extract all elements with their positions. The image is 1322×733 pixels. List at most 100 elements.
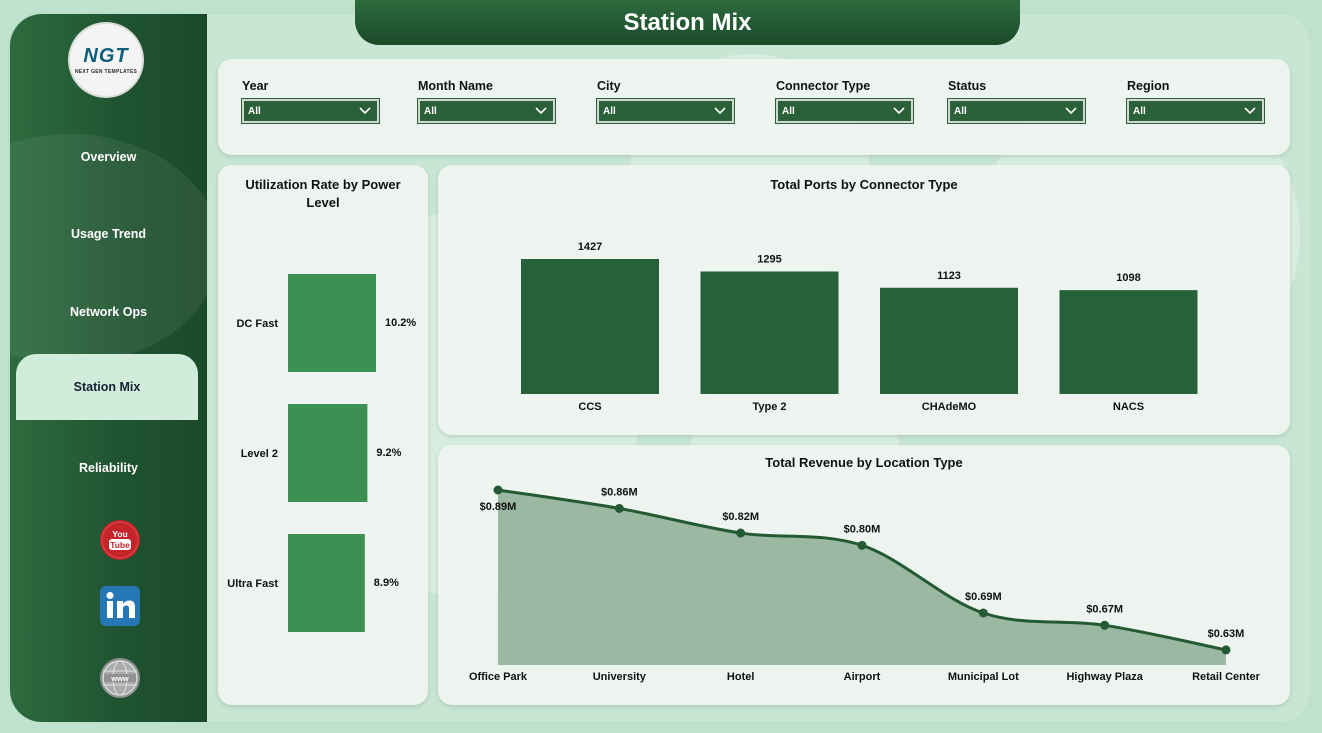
globe-icon[interactable]: www	[99, 657, 141, 699]
category-label: Hotel	[727, 671, 755, 683]
data-label: 1295	[757, 253, 781, 265]
chevron-down-icon	[535, 107, 547, 115]
chevron-down-icon	[1244, 107, 1256, 115]
sidebar-item-usage-trend[interactable]: Usage Trend	[70, 227, 147, 241]
city-dropdown[interactable]: All	[596, 98, 735, 124]
revenue-panel: Total Revenue by Location Type $0.89M Off…	[438, 445, 1290, 705]
revenue-area	[498, 490, 1226, 665]
revenue-point	[857, 540, 867, 550]
sidebar-item-reliability[interactable]: Reliability	[78, 461, 139, 475]
filter-panel: Year All Month Name All City All Connect…	[218, 59, 1290, 155]
data-label: 1123	[937, 270, 961, 282]
filter-region: Region All	[1126, 79, 1265, 124]
revenue-point	[1100, 620, 1110, 630]
status-dropdown[interactable]: All	[947, 98, 1086, 124]
dropdown-value: All	[1133, 105, 1146, 117]
data-label: $0.63M	[1208, 628, 1245, 640]
youtube-icon[interactable]: You Tube	[99, 519, 141, 561]
data-label: $0.80M	[844, 523, 881, 535]
category-label: DC Fast	[236, 318, 278, 330]
linkedin-icon[interactable]	[99, 585, 141, 627]
revenue-point	[1221, 645, 1231, 655]
filter-month-name: Month Name All	[417, 79, 556, 124]
category-label: Municipal Lot	[948, 671, 1019, 683]
revenue-point	[978, 608, 988, 618]
sidebar-item-station-mix[interactable]: Station Mix	[16, 354, 198, 420]
filter-label: Year	[242, 79, 269, 93]
revenue-chart-title: Total Revenue by Location Type	[765, 455, 963, 470]
category-label: Retail Center	[1192, 671, 1261, 683]
category-label: Highway Plaza	[1066, 671, 1143, 683]
chevron-down-icon	[1065, 107, 1077, 115]
filter-label: City	[597, 79, 621, 93]
page-title: Station Mix	[623, 8, 752, 36]
chevron-down-icon	[714, 107, 726, 115]
category-label: Office Park	[469, 671, 528, 683]
utilization-bar	[288, 274, 376, 372]
category-label: NACS	[1113, 401, 1144, 413]
ports-bar	[1059, 290, 1198, 394]
category-label: Type 2	[752, 401, 786, 413]
utilization-chart-title: Utilization Rate by Power Level	[245, 177, 401, 210]
dropdown-value: All	[603, 105, 616, 117]
year-dropdown[interactable]: All	[241, 98, 380, 124]
revenue-point	[493, 485, 503, 495]
connector-type-dropdown[interactable]: All	[775, 98, 914, 124]
category-label: Ultra Fast	[227, 578, 278, 590]
filter-year: Year All	[241, 79, 380, 124]
revenue-chart: $0.89M Office Park $0.86M University $0.82M H…	[469, 485, 1261, 683]
dropdown-value: All	[782, 105, 795, 117]
ports-panel: Total Ports by Connector Type 1427 CCS 129…	[438, 165, 1290, 435]
utilization-bar	[288, 534, 365, 632]
sidebar-item-network-ops[interactable]: Network Ops	[69, 305, 148, 319]
dropdown-value: All	[954, 105, 967, 117]
logo-subtitle: NEXT GEN TEMPLATES	[74, 69, 138, 75]
data-label: 1427	[578, 241, 602, 253]
utilization-panel: Utilization Rate by Power Level DC Fast 1…	[218, 165, 428, 705]
svg-text:You: You	[112, 529, 127, 539]
ports-bar	[700, 271, 839, 394]
revenue-point	[736, 528, 746, 538]
chevron-down-icon	[893, 107, 905, 115]
logo-mark: NGT	[83, 45, 129, 67]
data-label: $0.89M	[480, 501, 517, 513]
filter-label: Connector Type	[776, 79, 871, 93]
data-label: 9.2%	[376, 447, 401, 459]
filter-label: Month Name	[418, 79, 493, 93]
data-label: 10.2%	[385, 317, 416, 329]
region-dropdown[interactable]: All	[1126, 98, 1265, 124]
data-label: $0.69M	[965, 591, 1002, 603]
ports-bar	[521, 259, 659, 394]
category-label: Airport	[844, 671, 881, 683]
category-label: CCS	[578, 401, 601, 413]
chevron-down-icon	[359, 107, 371, 115]
ngt-logo[interactable]: NGT NEXT GEN TEMPLATES	[70, 24, 142, 96]
category-label: CHAdeMO	[922, 401, 977, 413]
category-label: University	[593, 671, 647, 683]
sidebar-item-overview[interactable]: Overview	[80, 150, 137, 164]
filter-status: Status All	[947, 79, 1086, 124]
dropdown-value: All	[248, 105, 261, 117]
ports-chart-title: Total Ports by Connector Type	[770, 177, 958, 192]
category-label: Level 2	[241, 448, 278, 460]
data-label: 8.9%	[374, 577, 399, 589]
filter-label: Status	[948, 79, 987, 93]
month-name-dropdown[interactable]: All	[417, 98, 556, 124]
filter-city: City All	[596, 79, 735, 124]
utilization-bar	[288, 404, 368, 502]
page-header: Station Mix	[355, 0, 1020, 45]
sidebar: NGT NEXT GEN TEMPLATES Overview Usage Tr…	[10, 14, 207, 722]
data-label: $0.82M	[722, 511, 759, 523]
data-label: $0.86M	[601, 486, 638, 498]
filter-label: Region	[1127, 79, 1170, 93]
revenue-point	[614, 503, 624, 513]
svg-text:Tube: Tube	[110, 540, 130, 550]
dropdown-value: All	[424, 105, 437, 117]
ports-chart: 1427 CCS 1295 Type 2 1123 CHAdeMO 1098 NACS	[521, 241, 1198, 413]
svg-text:www: www	[110, 674, 129, 683]
data-label: $0.67M	[1086, 603, 1123, 615]
data-label: 1098	[1116, 272, 1140, 284]
filter-connector-type: Connector Type All	[775, 79, 914, 124]
utilization-chart: DC Fast 10.2% Level 2 9.2% Ultra Fast 8.9%	[227, 274, 416, 632]
ports-bar	[880, 287, 1018, 394]
